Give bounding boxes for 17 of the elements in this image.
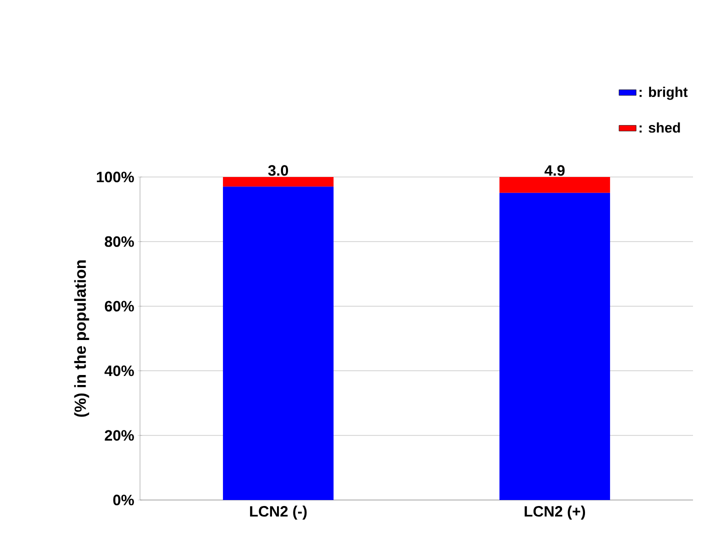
y-tick-label: 20% — [104, 430, 134, 441]
bar — [222, 186, 334, 500]
y-axis-title: (%) in the population — [74, 260, 90, 417]
bar — [499, 192, 610, 500]
y-tick-label: 0% — [113, 494, 134, 506]
y-tick-label: 100% — [96, 172, 134, 182]
bar — [499, 176, 610, 193]
data-label: 4.9 — [544, 165, 565, 176]
y-tick-label: 40% — [104, 365, 134, 376]
data-label: 3.0 — [268, 165, 288, 176]
x-tick-label: LCN2 (+) — [524, 506, 586, 520]
y-tick-label: 80% — [104, 236, 134, 247]
legend-label: : shed — [640, 122, 680, 133]
y-tick-label: 60% — [104, 300, 134, 312]
bar — [222, 176, 334, 187]
x-tick-label: LCN2 (-) — [250, 506, 307, 520]
legend-label: : bright — [640, 86, 688, 100]
